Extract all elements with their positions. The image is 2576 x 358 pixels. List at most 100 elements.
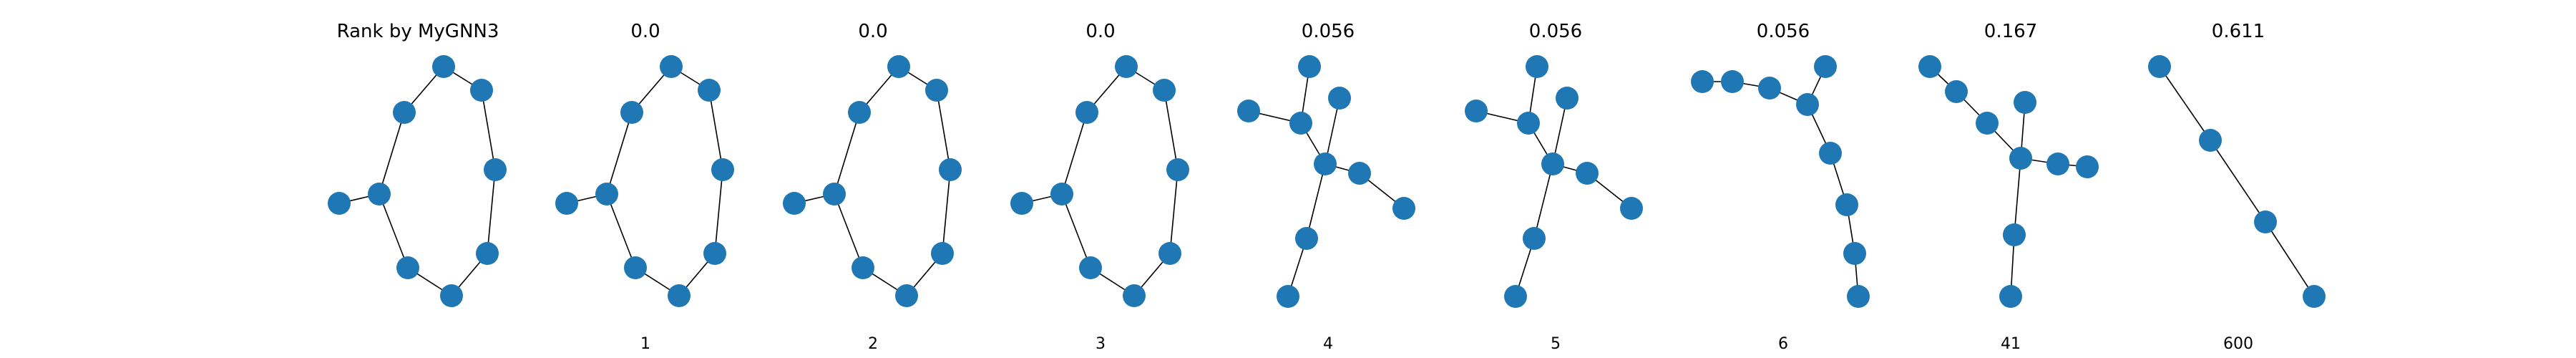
graph-panel-rank-6: 0.056 6	[1691, 21, 1870, 353]
graph-edge	[1061, 193, 1091, 268]
graph-node	[1050, 183, 1073, 205]
graph-node	[1523, 227, 1546, 250]
panel-title: 0.0	[858, 21, 887, 42]
graph-nodes	[555, 55, 734, 307]
graph-nodes	[1010, 55, 1189, 307]
graph-panel-rank-5: 0.056 5	[1465, 21, 1643, 353]
graph-node	[660, 55, 683, 78]
graph-node	[1517, 112, 1540, 135]
graph-nodes	[1691, 55, 1870, 308]
rank-label: 3	[1096, 335, 1106, 353]
graph-node	[620, 101, 643, 124]
graph-node	[1289, 112, 1312, 135]
graph-panel-rank-4: 0.056 4	[1237, 21, 1415, 353]
graph-node	[1999, 285, 2022, 308]
graph-edge	[936, 90, 951, 170]
graph-edge	[1169, 169, 1179, 254]
graph-node	[432, 55, 455, 78]
graph-node	[1526, 55, 1548, 78]
graph-node	[484, 158, 507, 181]
graph-node	[1123, 284, 1146, 307]
graph-node	[1691, 70, 1714, 93]
graph-node	[1465, 100, 1488, 122]
graph-edge	[834, 193, 864, 268]
graph-panel-rank-3: 0.0 3	[1010, 21, 1189, 353]
graph-node	[1814, 55, 1837, 78]
graph-node	[1295, 227, 1318, 250]
rank-label: 2	[868, 335, 878, 353]
panel-title: 0.0	[630, 21, 660, 42]
panel-title: 0.056	[1302, 21, 1355, 42]
panel-title: 0.056	[1757, 21, 1810, 42]
graph-edge	[2014, 158, 2021, 236]
graph-node	[1721, 70, 1744, 93]
graph-node	[848, 101, 871, 124]
graph-edge	[379, 193, 409, 268]
graph-node	[1237, 100, 1260, 122]
graph-node	[1576, 162, 1599, 185]
graph-panel-rank-600: 0.611 600	[2148, 21, 2326, 353]
graph-nodes	[1237, 55, 1415, 308]
graph-panel-rank-1: 0.0 1	[555, 21, 734, 353]
graph-edges	[2159, 66, 2315, 297]
graph-panel-rank-2: 0.0 2	[783, 21, 962, 353]
graph-node	[823, 183, 846, 205]
graph-edge	[708, 90, 723, 170]
graph-node	[698, 79, 721, 102]
graph-node	[931, 242, 954, 265]
graph-node	[895, 284, 918, 307]
rank-label: 41	[2001, 335, 2021, 353]
graph-node	[1166, 158, 1189, 181]
graph-panel-rank-41: 0.167 41	[1918, 21, 2099, 353]
graph-node	[476, 242, 499, 265]
graph-edge	[1533, 163, 1553, 239]
graph-edge	[606, 112, 633, 195]
graph-node	[1556, 87, 1579, 110]
graph-node	[783, 192, 806, 215]
rank-label: 4	[1323, 335, 1333, 353]
graph-node	[1819, 142, 1842, 165]
graph-node	[703, 242, 726, 265]
panel-title: 0.611	[2212, 21, 2265, 42]
graph-node	[1541, 153, 1564, 175]
graph-node	[2076, 155, 2099, 178]
graph-node	[2254, 211, 2277, 233]
graph-nodes	[783, 55, 962, 307]
graph-edge	[1163, 90, 1179, 170]
graph-node	[1620, 197, 1643, 220]
rank-label: 1	[640, 335, 650, 353]
graph-node	[1758, 77, 1781, 100]
graph-node	[1348, 162, 1371, 185]
panel-title: 0.056	[1529, 21, 1582, 42]
graph-edge	[2210, 140, 2266, 223]
graph-node	[2014, 91, 2036, 114]
graph-nodes	[2148, 55, 2326, 308]
graph-node	[2046, 153, 2069, 175]
graph-node	[555, 192, 578, 215]
graph-node	[939, 158, 962, 181]
graph-node	[668, 284, 691, 307]
rank-label: 600	[2223, 335, 2253, 353]
graph-nodes	[1465, 55, 1643, 308]
graph-node	[595, 183, 618, 205]
graph-node	[2199, 129, 2222, 152]
graph-edge	[714, 169, 723, 254]
graph-node	[1392, 197, 1415, 220]
graph-edge	[481, 90, 496, 170]
panel-title: Rank by MyGNN3	[337, 21, 499, 42]
graph-edge	[942, 169, 951, 254]
graph-node	[1328, 87, 1351, 110]
graph-node	[396, 256, 419, 279]
graph-nodes	[1918, 55, 2099, 308]
graph-node	[1796, 93, 1819, 116]
graph-node	[1945, 80, 1968, 103]
panel-title: 0.0	[1085, 21, 1115, 42]
graph-node	[1504, 285, 1527, 308]
graph-node	[1153, 79, 1176, 102]
graph-node	[1158, 242, 1181, 265]
graph-edge	[606, 193, 636, 268]
graph-edge	[1306, 163, 1326, 239]
graph-node	[1976, 112, 1999, 135]
graph-edge	[487, 169, 496, 254]
